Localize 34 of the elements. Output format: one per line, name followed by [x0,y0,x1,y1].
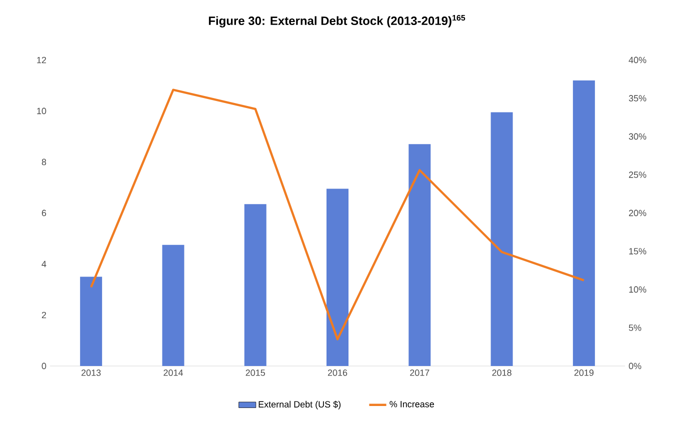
y-tick-label: 2 [42,312,46,318]
y-tick-label: 8 [42,158,46,166]
y-tick-label: 6 [42,210,46,216]
y2-tick-label: 30% [628,133,646,140]
y2-tick-label: 0% [628,362,642,370]
x-tick-label: 2014 [164,370,183,376]
bar [490,112,513,366]
x-tick-label: 2016 [328,370,348,376]
y-tick-label: 10 [37,108,46,114]
bar [572,80,595,366]
x-tick-label: 2013 [82,370,101,376]
x-tick-label: 2019 [574,370,594,376]
y2-tick-label: 5% [628,324,642,331]
bar [162,244,184,366]
y-tick-label: 0 [42,362,46,370]
legend-label: External Debt (US $) [258,400,341,410]
x-tick-label: 2018 [492,370,512,376]
bar [408,144,431,366]
bar [244,204,266,366]
y2-tick-label: 10% [629,286,646,293]
bar [326,188,348,366]
y2-tick-label: 35% [628,95,646,102]
y2-tick-label: 15% [629,248,646,254]
y-tick-label: 4 [42,260,46,268]
x-tick-label: 2017 [410,370,430,376]
legend-label: % Increase [390,401,434,408]
chart-title: Figure 30: External Debt Stock (2013-2019)$^{165}$ [208,14,466,28]
y2-tick-label: 25% [628,172,646,178]
y2-tick-label: 20% [628,210,646,216]
line-series [90,88,586,340]
y2-tick-label: 40% [628,56,646,64]
x-tick-label: 2015 [246,370,265,376]
y-tick-label: 12 [37,56,46,64]
bar [80,276,102,366]
